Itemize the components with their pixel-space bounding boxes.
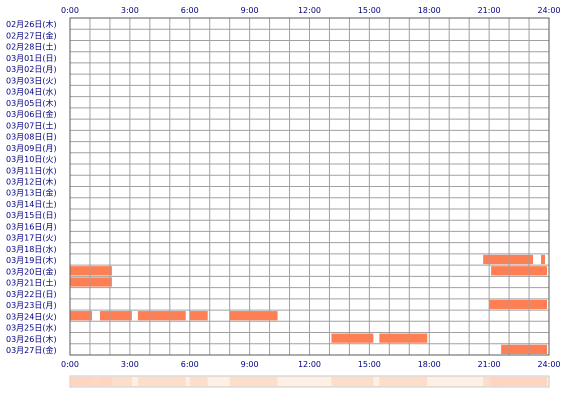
x-tick-label-bottom: 6:00: [181, 360, 199, 369]
x-tick-label-top: 18:00: [418, 6, 441, 15]
x-tick-label-bottom: 0:00: [61, 360, 79, 369]
day-label: 03月25日(水): [6, 323, 57, 333]
x-tick-label-top: 15:00: [358, 6, 381, 15]
day-label: 03月12日(木): [6, 177, 57, 187]
day-label: 03月09日(月): [6, 144, 57, 153]
day-label: 03月07日(土): [6, 120, 57, 130]
activity-bar: [229, 311, 278, 321]
day-label: 03月23日(月): [6, 301, 57, 310]
day-label: 03月19日(木): [6, 255, 57, 265]
activity-bar: [501, 344, 548, 354]
plot-frame: [69, 17, 550, 356]
day-label: 03月18日(水): [6, 244, 57, 254]
x-tick-label-top: 12:00: [298, 6, 321, 15]
day-label: 02月26日(木): [6, 19, 57, 29]
x-tick-label-bottom: 24:00: [537, 360, 560, 369]
x-tick-label-bottom: 9:00: [241, 360, 259, 369]
x-tick-label-bottom: 12:00: [298, 360, 321, 369]
day-label: 03月08日(日): [6, 133, 57, 142]
summary-bar: [99, 377, 132, 386]
x-tick-label-top: 21:00: [478, 6, 501, 15]
activity-bar: [541, 254, 546, 265]
activity-bar: [70, 311, 92, 321]
summary-bar: [189, 377, 208, 386]
x-tick-label-bottom: 18:00: [418, 360, 441, 369]
day-label: 03月10日(火): [6, 155, 57, 164]
summary-bar: [501, 377, 548, 386]
day-label: 03月16日(月): [6, 222, 57, 231]
x-tick-label-bottom: 15:00: [358, 360, 381, 369]
day-label: 03月03日(火): [6, 76, 57, 85]
day-label: 03月13日(金): [6, 188, 57, 198]
activity-bar: [137, 311, 186, 321]
day-label: 03月11日(水): [6, 165, 57, 175]
x-tick-label-top: 9:00: [241, 6, 259, 15]
summary-bar: [137, 377, 186, 386]
activity-bar: [70, 277, 112, 287]
day-label: 03月20日(金): [6, 266, 57, 276]
activity-bar: [99, 311, 132, 321]
day-label: 03月21日(土): [6, 278, 57, 288]
day-label: 03月06日(金): [6, 109, 57, 119]
x-tick-label-top: 24:00: [537, 6, 560, 15]
day-label: 03月27日(金): [6, 345, 57, 355]
activity-bar: [489, 299, 548, 310]
summary-bar: [379, 377, 428, 386]
day-label: 03月17日(火): [6, 234, 57, 243]
x-tick-label-bottom: 21:00: [478, 360, 501, 369]
day-label: 03月22日(日): [6, 290, 57, 299]
day-label: 02月28日(土): [6, 42, 57, 52]
x-tick-label-top: 0:00: [61, 6, 79, 15]
x-tick-label-bottom: 3:00: [121, 360, 139, 369]
day-label: 03月14日(土): [6, 199, 57, 209]
activity-bar: [483, 254, 534, 265]
day-label: 02月27日(金): [6, 30, 57, 40]
x-tick-label-top: 3:00: [121, 6, 139, 15]
day-label: 03月15日(日): [6, 211, 57, 220]
activity-bar: [70, 266, 112, 276]
activity-bar: [331, 333, 374, 343]
day-label: 03月04日(水): [6, 87, 57, 97]
summary-bar: [331, 377, 374, 386]
summary-bar: [229, 377, 278, 386]
x-tick-label-top: 6:00: [181, 6, 199, 15]
day-label: 03月02日(月): [6, 65, 57, 74]
day-label: 03月26日(木): [6, 334, 57, 344]
activity-bar: [491, 266, 548, 276]
day-label: 03月01日(日): [6, 54, 57, 63]
activity-bar: [379, 333, 428, 343]
activity-bar: [189, 311, 208, 321]
day-label: 03月05日(木): [6, 98, 57, 108]
summary-bar: [70, 377, 92, 386]
day-label: 03月24日(火): [6, 312, 57, 321]
